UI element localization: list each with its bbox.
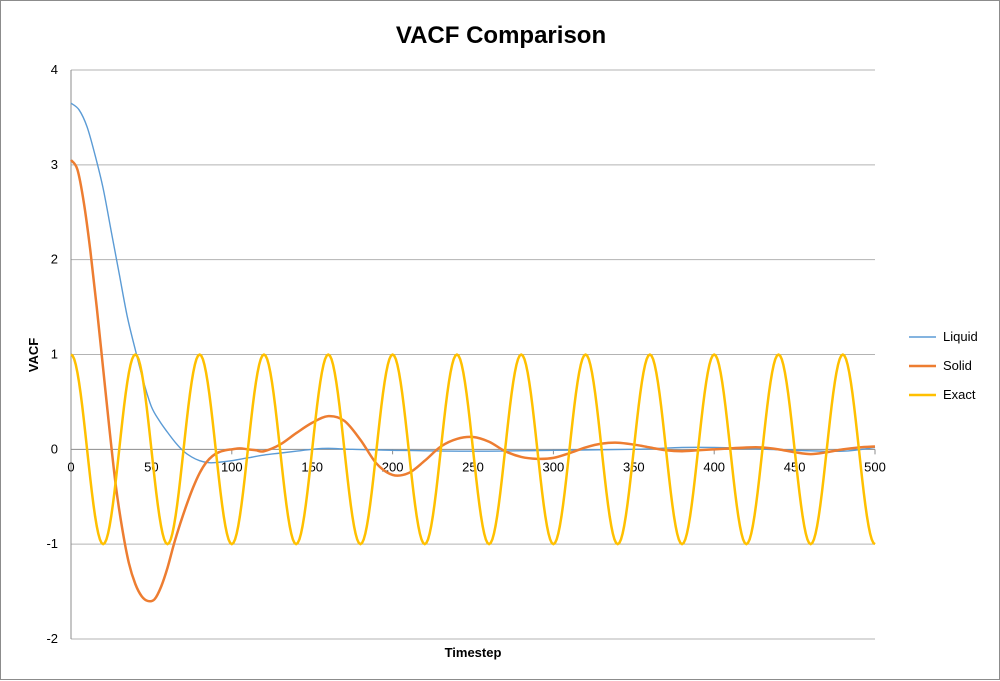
gridlines — [71, 69, 875, 640]
y-tick-label: -1 — [46, 536, 58, 551]
x-tick-label: 400 — [703, 459, 725, 474]
x-tick-label: 450 — [784, 459, 806, 474]
y-axis-title: VACF — [26, 338, 41, 372]
x-tick-label: 100 — [221, 459, 243, 474]
series-line-exact — [70, 353, 876, 546]
x-tick-label: 0 — [67, 459, 74, 474]
x-tick-label: 200 — [382, 459, 404, 474]
x-tick-label: 50 — [144, 459, 158, 474]
x-tick-label: 500 — [864, 459, 886, 474]
legend-label-solid: Solid — [943, 358, 972, 373]
series-line-liquid — [70, 102, 876, 464]
y-tick-label: 3 — [51, 157, 58, 172]
legend-label-exact: Exact — [943, 387, 976, 402]
y-tick-label: 1 — [51, 347, 58, 362]
chart-title: VACF Comparison — [396, 22, 606, 49]
y-tick-label: 0 — [51, 441, 58, 456]
series-lines — [69, 102, 876, 603]
legend: Liquid Solid Exact — [909, 329, 978, 402]
y-tick-label: 4 — [51, 62, 58, 77]
legend-label-liquid: Liquid — [943, 329, 978, 344]
x-axis-title: Timestep — [445, 645, 502, 660]
x-tick-label: 300 — [543, 459, 565, 474]
x-tick-label: 350 — [623, 459, 645, 474]
x-tick-label: 150 — [301, 459, 323, 474]
y-tick-label: 2 — [51, 252, 58, 267]
x-tick-label: 250 — [462, 459, 484, 474]
tick-labels: -2 -1 0 1 2 3 4 0 50 100 150 200 250 300 350 400 450 500 — [46, 62, 885, 646]
y-tick-label: -2 — [46, 631, 58, 646]
